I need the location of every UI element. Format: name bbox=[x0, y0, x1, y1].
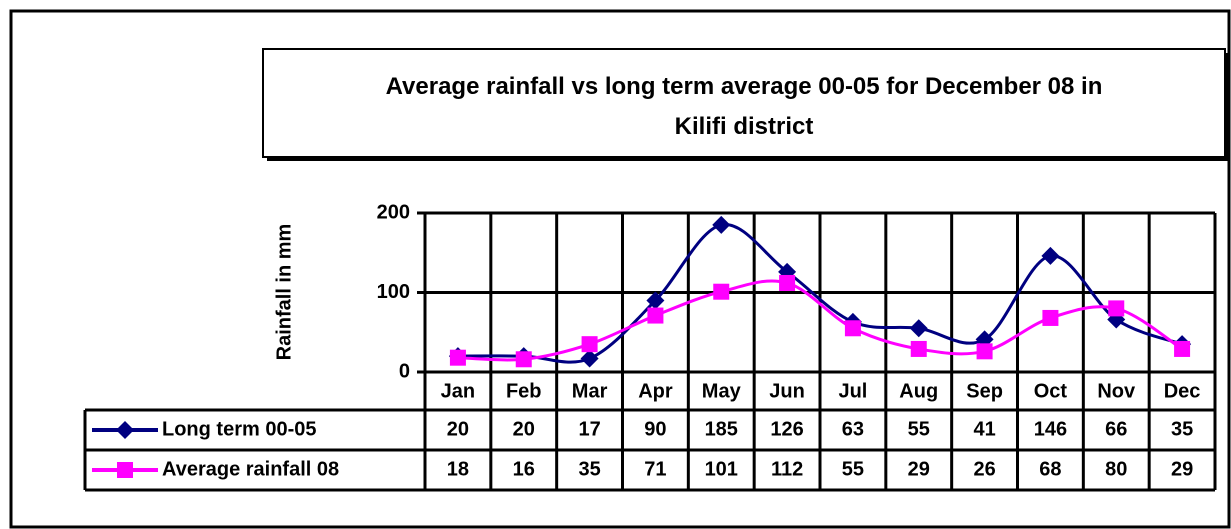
data-point bbox=[712, 215, 731, 234]
legend-marker bbox=[117, 462, 133, 478]
legend-marker bbox=[116, 421, 134, 439]
x-tick-label: Dec bbox=[1164, 380, 1201, 402]
table-value: 20 bbox=[513, 418, 535, 440]
data-point bbox=[1041, 246, 1060, 265]
x-tick-label: Jun bbox=[769, 380, 805, 402]
chart-title: Average rainfall vs long term average 00… bbox=[386, 73, 1103, 140]
table-value: 17 bbox=[578, 418, 600, 440]
y-tick-label: 200 bbox=[377, 201, 410, 223]
chart-border bbox=[9, 9, 1231, 529]
x-tick-label: Nov bbox=[1097, 380, 1136, 402]
data-point bbox=[910, 340, 927, 357]
table-value: 41 bbox=[973, 418, 995, 440]
table-value: 29 bbox=[908, 458, 930, 480]
data-point bbox=[449, 349, 466, 366]
data-point bbox=[844, 320, 861, 337]
data-point bbox=[976, 343, 993, 360]
table-value: 35 bbox=[578, 458, 600, 480]
data-point bbox=[647, 307, 664, 324]
table-value: 63 bbox=[842, 418, 864, 440]
data-point bbox=[515, 351, 532, 368]
data-point bbox=[779, 274, 796, 291]
table-value: 29 bbox=[1171, 458, 1193, 480]
legend-label: Long term 00-05 bbox=[162, 418, 316, 440]
x-tick-label: Apr bbox=[638, 380, 673, 402]
data-point bbox=[581, 336, 598, 353]
x-tick-label: Mar bbox=[572, 380, 608, 402]
table-value: 185 bbox=[705, 418, 738, 440]
table-value: 80 bbox=[1105, 458, 1127, 480]
table-value: 35 bbox=[1171, 418, 1193, 440]
x-tick-label: Oct bbox=[1034, 380, 1068, 402]
data-point bbox=[1042, 309, 1059, 326]
table-value: 126 bbox=[770, 418, 803, 440]
y-tick-label: 100 bbox=[377, 281, 410, 303]
table-value: 71 bbox=[644, 458, 666, 480]
table-value: 16 bbox=[513, 458, 535, 480]
data-point bbox=[580, 349, 599, 368]
table-value: 55 bbox=[842, 458, 864, 480]
x-tick-label: Feb bbox=[506, 380, 542, 402]
data-point bbox=[646, 291, 665, 310]
table-value: 26 bbox=[973, 458, 995, 480]
x-tick-label: May bbox=[702, 380, 742, 402]
table-value: 18 bbox=[447, 458, 469, 480]
x-tick-label: Aug bbox=[899, 380, 938, 402]
x-tick-label: Sep bbox=[966, 380, 1003, 402]
data-point bbox=[1108, 300, 1125, 317]
data-point bbox=[1174, 340, 1191, 357]
table-value: 112 bbox=[771, 458, 803, 480]
x-tick-label: Jul bbox=[838, 380, 867, 402]
data-point bbox=[713, 283, 730, 300]
data-point bbox=[909, 319, 928, 338]
title-box bbox=[262, 48, 1226, 158]
table-value: 101 bbox=[705, 458, 738, 480]
table-value: 66 bbox=[1105, 418, 1127, 440]
table-value: 90 bbox=[644, 418, 666, 440]
table-value: 55 bbox=[908, 418, 930, 440]
table-value: 146 bbox=[1034, 418, 1067, 440]
table-value: 68 bbox=[1039, 458, 1061, 480]
legend-label: Average rainfall 08 bbox=[162, 458, 339, 480]
y-tick-label: 0 bbox=[399, 360, 410, 382]
y-axis-label: Rainfall in mm bbox=[273, 224, 295, 361]
x-tick-label: Jan bbox=[441, 380, 475, 402]
table-value: 20 bbox=[447, 418, 469, 440]
